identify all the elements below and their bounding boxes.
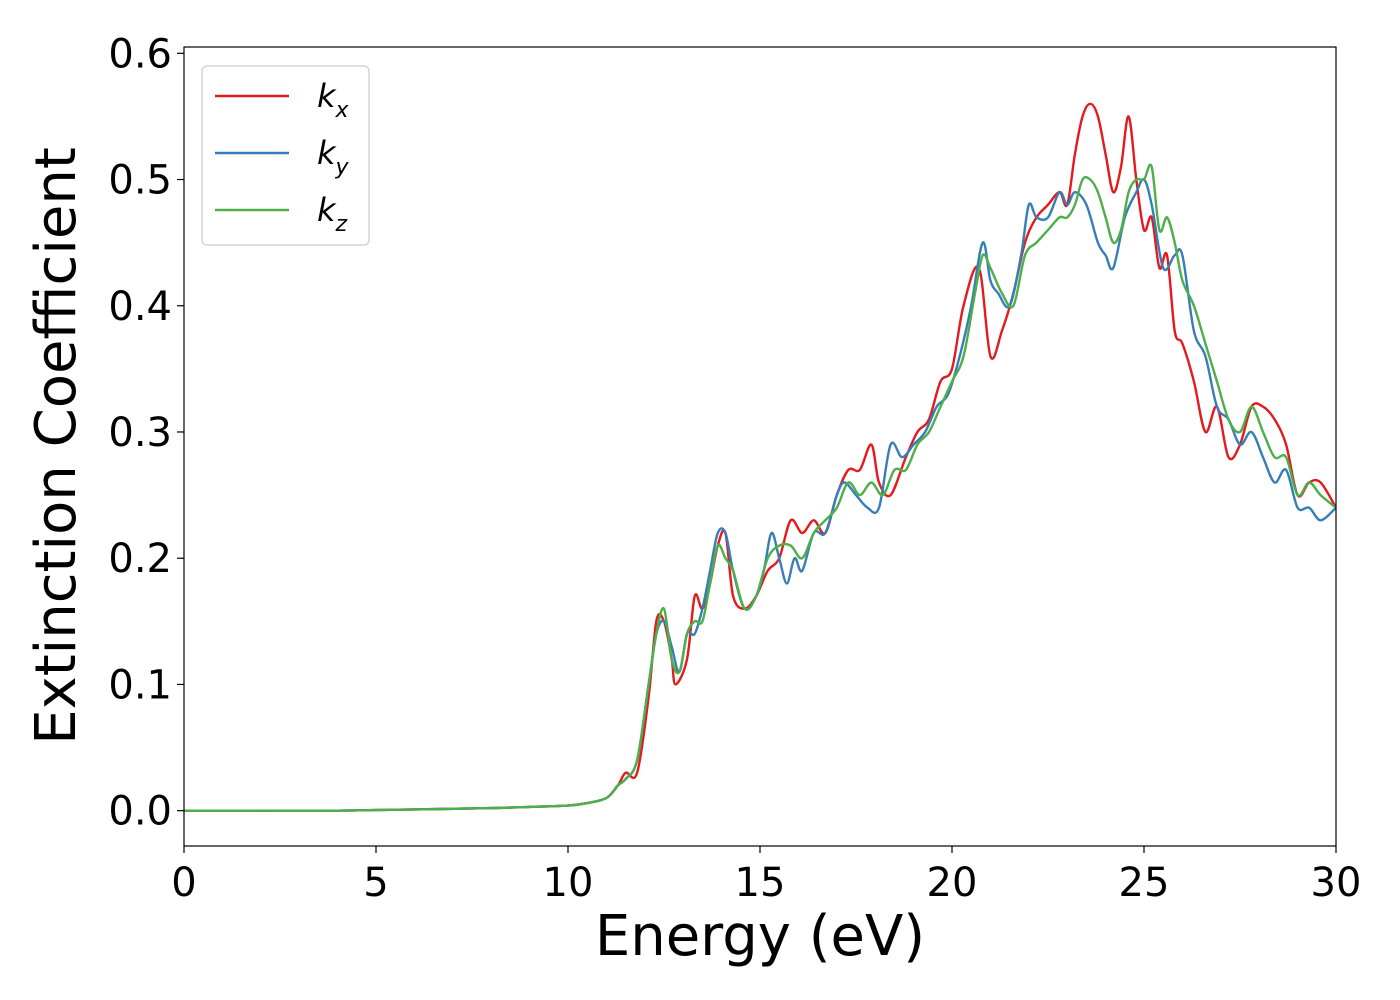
y-tick-label: 0.3	[108, 410, 172, 456]
series-line-k-z	[184, 163, 1336, 812]
x-tick-label: 20	[927, 860, 978, 906]
x-tick-label: 0	[171, 860, 196, 906]
x-tick-label: 10	[543, 860, 594, 906]
x-tick-label: 15	[735, 860, 786, 906]
x-tick-label: 25	[1119, 860, 1170, 906]
y-tick-label: 0.1	[108, 662, 172, 708]
y-tick-label: 0.6	[108, 31, 172, 77]
series-layer	[184, 102, 1336, 812]
y-tick-label: 0.4	[108, 284, 172, 330]
x-tick-label: 5	[363, 860, 388, 906]
x-axis: 0 5 10 15 20 25 30	[171, 846, 1361, 906]
y-tick-label: 0.5	[108, 158, 172, 204]
x-tick-label: 30	[1311, 860, 1362, 906]
y-tick-label: 0.2	[108, 536, 172, 582]
legend-box	[201, 65, 370, 246]
y-axis: 0.0 0.1 0.2 0.3 0.4 0.5 0.6	[108, 31, 184, 835]
y-axis-label: Extinction Coefficient	[24, 147, 89, 745]
y-tick-label: 0.0	[108, 789, 172, 835]
x-axis-label: Energy (eV)	[595, 904, 925, 969]
series-line-k-x	[184, 102, 1336, 812]
